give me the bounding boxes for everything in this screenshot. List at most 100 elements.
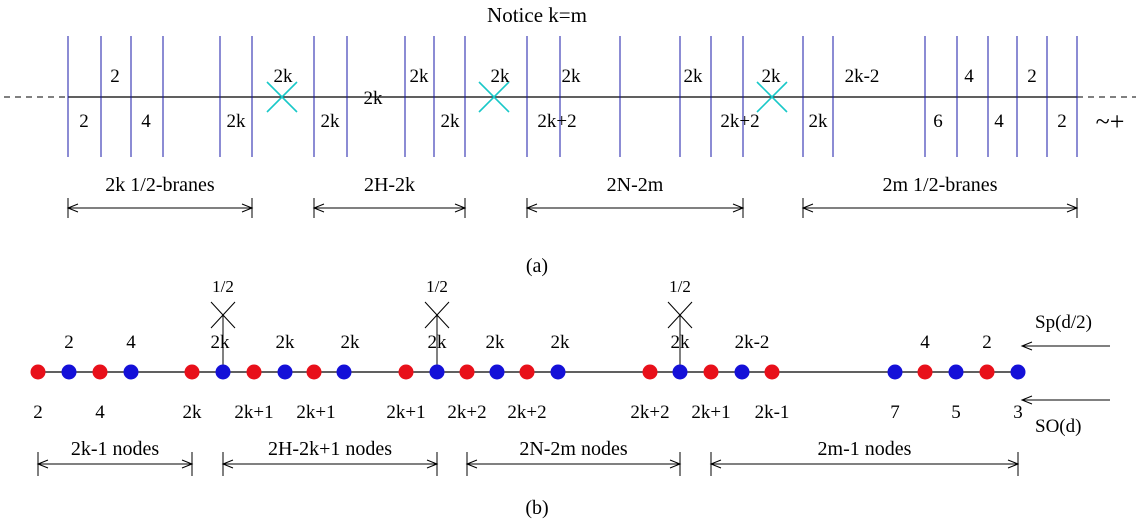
- range-label: 2k-1 nodes: [71, 438, 160, 460]
- d5-brane-label: 2: [110, 66, 120, 87]
- range-label: 2N-2m: [607, 174, 664, 196]
- panel-b-ranges: 2k-1 nodes 2H-2k+1 nodes 2N-2m nodes 2m-1 n…: [36, 438, 1020, 476]
- d5-brane-label: 6: [933, 111, 943, 132]
- range-arrowhead: [454, 203, 467, 213]
- d5-brane-label: 2k-2: [845, 66, 880, 87]
- so-arrow: SO(d): [1020, 395, 1110, 437]
- sp-node-label: 2k: [211, 332, 231, 353]
- so-node: [459, 364, 475, 380]
- range-arrowhead: [66, 203, 79, 213]
- range-label: 2m-1 nodes: [818, 438, 912, 460]
- sp-node: [277, 364, 293, 380]
- so-node-label: 2k: [183, 402, 203, 423]
- so-node-label: 2k+1: [386, 402, 425, 423]
- sp-node: [550, 364, 566, 380]
- so-node-label: 2k+2: [507, 402, 546, 423]
- range-arrowhead: [1066, 203, 1079, 213]
- half-marker-label: 1/2: [426, 277, 448, 296]
- d5-brane-label: 4: [964, 66, 974, 87]
- d5-brane-label: 2k: [762, 66, 782, 87]
- panel-a-brane-configuration: 2 2 4 2k 2k 2k 2k 2k 2k 2k 2k 2k+2 2k 2k+2 2k 2k 2k-2 6 4 4…: [4, 36, 1136, 277]
- d5-brane-label: 4: [141, 111, 151, 132]
- sp-node-label: 2: [64, 332, 74, 353]
- so-node: [764, 364, 780, 380]
- so-node-label: 2: [33, 402, 43, 423]
- sp-node: [429, 364, 445, 380]
- sp-node: [336, 364, 352, 380]
- so-node-label: 2k-1: [755, 402, 790, 423]
- d5-brane-label: 2: [79, 111, 89, 132]
- range-arrowhead: [426, 459, 439, 469]
- o-plane-cross-stroke: [266, 81, 298, 113]
- d6-branes: [67, 36, 1078, 157]
- sp-node-label: 2k: [551, 332, 571, 353]
- so-node-label: 3: [1013, 402, 1023, 423]
- sp-arrow-label: Sp(d/2): [1035, 312, 1092, 333]
- so-node-label: 2k+2: [447, 402, 486, 423]
- sp-node: [887, 364, 903, 380]
- sp-node: [123, 364, 139, 380]
- d5-brane-label: 2k: [809, 111, 829, 132]
- d5-brane-label: 2k: [227, 111, 247, 132]
- so-node: [642, 364, 658, 380]
- range-arrowhead: [221, 459, 234, 469]
- sp-node: [215, 364, 231, 380]
- figure-title: Notice k=m: [487, 3, 587, 27]
- so-node: [398, 364, 414, 380]
- caption-a: (a): [526, 255, 548, 277]
- sp-arrow: Sp(d/2): [1020, 312, 1110, 351]
- so-node-label: 5: [951, 402, 961, 423]
- half-marker-label: 1/2: [669, 277, 691, 296]
- sp-node-label: 2k: [341, 332, 361, 353]
- d5-brane-label: 2: [1027, 66, 1037, 87]
- d5-brane-label: 2k: [364, 88, 384, 109]
- half-marker-cross: [424, 301, 450, 329]
- so-node-label: 2k+1: [234, 402, 273, 423]
- so-node-label: 2k+1: [296, 402, 335, 423]
- range-arrowhead: [709, 459, 722, 469]
- d5-brane-labels: 2 2 4 2k 2k 2k 2k 2k 2k 2k 2k 2k+2 2k 2k+2 2k 2k 2k-2 6 4 4…: [79, 66, 1067, 132]
- range-arrowhead: [801, 203, 814, 213]
- so-node: [246, 364, 262, 380]
- plane-symbol: ~+: [1096, 107, 1125, 136]
- d5-brane-label: 2k+2: [537, 111, 576, 132]
- so-node-label: 2k+2: [630, 402, 669, 423]
- caption-b: (b): [525, 497, 548, 519]
- sp-node: [734, 364, 750, 380]
- range-arrowhead: [732, 203, 745, 213]
- range-arrowhead: [525, 203, 538, 213]
- d5-brane-label: 2: [1057, 111, 1067, 132]
- so-node: [979, 364, 995, 380]
- half-marker-cross: [667, 301, 693, 329]
- sp-node-label: 4: [126, 332, 136, 353]
- sp-node: [1010, 364, 1026, 380]
- sp-node-label: 2: [982, 332, 992, 353]
- d5-brane-label: 2k: [684, 66, 704, 87]
- range-label: 2N-2m nodes: [519, 438, 628, 460]
- d5-brane-label: 2k: [274, 66, 294, 87]
- so-node-labels: 2 4 2k 2k+1 2k+1 2k+1 2k+2 2k+2 2k+2 2k+1 2k-1 7 5 3: [33, 402, 1023, 423]
- so-node: [30, 364, 46, 380]
- range-arrowhead: [241, 203, 254, 213]
- range-arrowhead: [465, 459, 478, 469]
- sp-node-label: 2k: [486, 332, 506, 353]
- so-node-label: 7: [890, 402, 900, 423]
- panel-b-quiver: 1/2 1/2 1/2 2 4 2k 2k 2k 2k 2k 2k 2k 2k-2 4 2 2 4 2k 2k+…: [30, 277, 1110, 519]
- so-node: [92, 364, 108, 380]
- o-plane-cross-stroke: [756, 81, 788, 113]
- sp-node: [948, 364, 964, 380]
- so-node: [306, 364, 322, 380]
- d5-brane-label: 2k: [491, 66, 511, 87]
- quiver-nodes: [30, 364, 1026, 380]
- so-node-label: 2k+1: [691, 402, 730, 423]
- range-label: 2m 1/2-branes: [883, 174, 998, 196]
- sp-node-labels: 2 4 2k 2k 2k 2k 2k 2k 2k 2k-2 4 2: [64, 332, 992, 353]
- sp-node-label: 2k-2: [735, 332, 770, 353]
- sp-node-label: 2k: [428, 332, 448, 353]
- so-node-label: 4: [95, 402, 105, 423]
- range-arrowhead: [669, 459, 682, 469]
- o-plane-cross-stroke: [478, 81, 510, 113]
- range-arrowhead: [312, 203, 325, 213]
- so-node: [917, 364, 933, 380]
